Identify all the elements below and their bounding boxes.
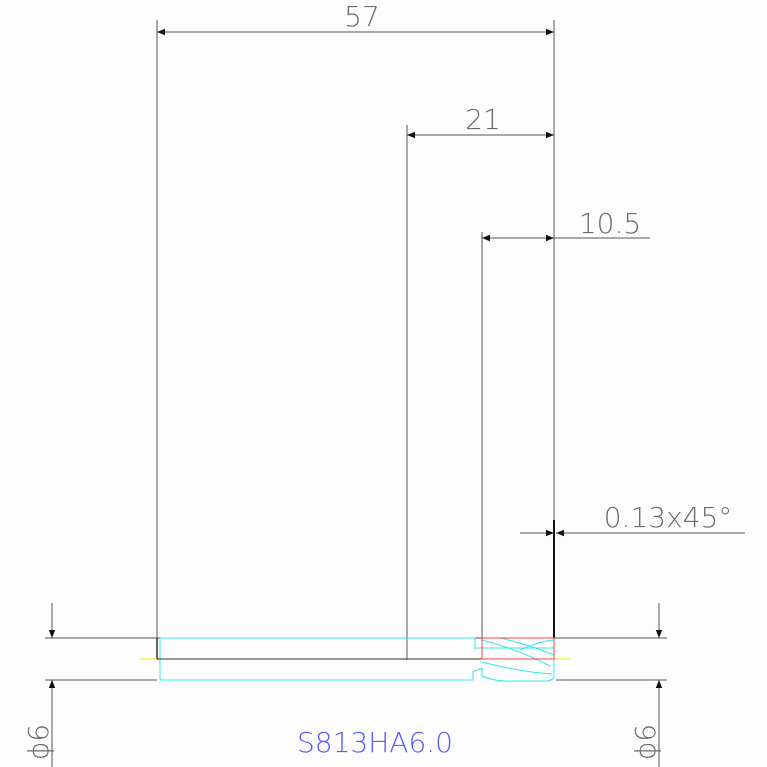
dimension-chamfer: 0.13x45° [520,501,745,537]
dim-text-diameter-left: ϕ6 [22,724,55,760]
dim-text-chamfer: 0.13x45° [604,501,733,534]
dim-text-57: 57 [344,0,380,33]
tool-body [140,637,570,682]
dim-text-21: 21 [465,103,501,136]
dim-text-10-5: 10.5 [579,207,641,240]
dimension-cutting-length: 10.5 [482,207,650,242]
cutting-edge-outline [481,637,555,660]
dim-text-diameter-right: ϕ6 [629,724,662,760]
dimension-overall-length: 57 [157,0,554,36]
extension-lines [156,20,555,660]
dimension-flute-length: 21 [407,103,554,139]
part-label: S813HA6.0 [297,726,453,759]
